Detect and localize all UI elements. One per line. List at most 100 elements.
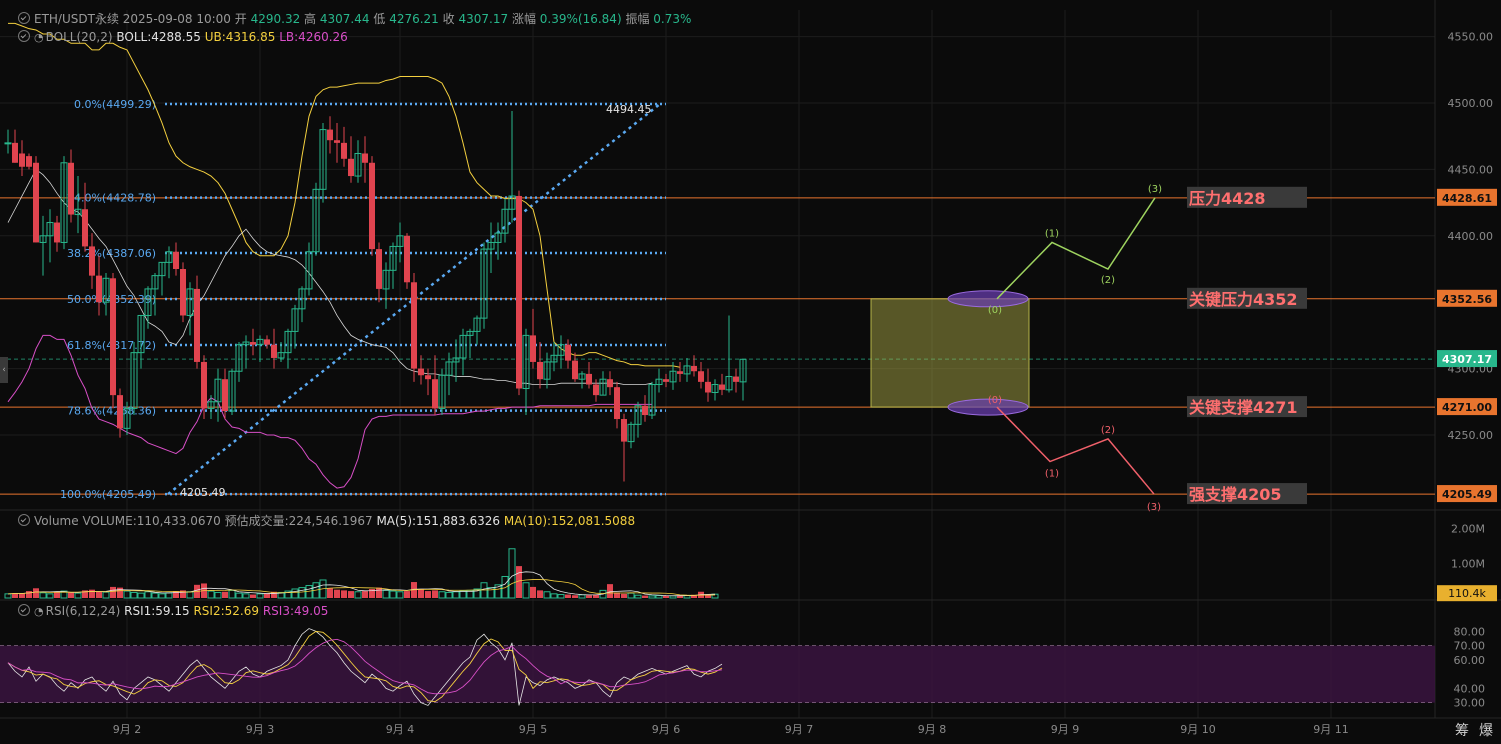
close-label: 收	[442, 12, 455, 26]
panel-collapse-handle[interactable]: ‹	[0, 357, 8, 383]
volume-name: Volume	[34, 514, 79, 528]
volume-bar	[46, 593, 54, 599]
time-axis-tick: 9月 10	[1180, 723, 1216, 736]
collapse-icon[interactable]	[18, 12, 30, 24]
chip-distribution-icon[interactable]: 筹	[1455, 723, 1469, 739]
time-axis-tick: 9月 3	[246, 723, 275, 736]
boll-lower-line	[7, 334, 652, 489]
current-price-tag-bg	[1437, 350, 1497, 368]
volume-current-tag-bg	[1437, 585, 1497, 602]
volume-bar	[459, 590, 467, 599]
zone-bottom-marker	[947, 398, 1029, 416]
key-level-label: 关键压力4352	[1189, 290, 1298, 309]
volume-bar	[376, 587, 382, 598]
volume-bar	[39, 592, 47, 599]
candle-body	[228, 370, 236, 412]
candle-body	[711, 384, 719, 393]
candle-body	[235, 344, 243, 372]
liquidation-icon[interactable]: 爆	[1479, 723, 1493, 739]
key-level-label-bg	[1187, 483, 1307, 505]
price-tag-bg	[1437, 289, 1497, 307]
volume-bar	[242, 593, 250, 599]
volume-bar	[543, 591, 551, 599]
volume-bar	[348, 591, 354, 598]
volume-bar	[508, 548, 516, 599]
volume-bar	[60, 590, 68, 599]
volume-bar	[557, 594, 565, 599]
price-header: ETH/USDT永续 2025-09-08 10:00 开 4290.32 高 …	[18, 12, 691, 26]
volume-bar	[452, 591, 460, 599]
volume-bar	[369, 588, 375, 598]
candle-body	[222, 379, 228, 412]
candle-body	[396, 235, 404, 247]
boll-mid: BOLL:4288.55	[116, 30, 201, 44]
bell-icon[interactable]: ◔	[34, 31, 44, 44]
candle-body	[719, 384, 725, 390]
bearish-path	[996, 406, 1155, 495]
key-level-label: 压力4428	[1189, 189, 1266, 208]
volume-bar	[382, 589, 390, 599]
candle-body	[578, 373, 586, 380]
volume-bar	[334, 589, 340, 598]
open-value: 4290.32	[250, 12, 301, 26]
candle-body	[158, 261, 166, 277]
candle-body	[543, 361, 551, 380]
price-axis-tick: 4550.00	[1448, 31, 1494, 44]
candle-body	[319, 129, 327, 190]
rsi2-value: RSI2:52.69	[193, 604, 259, 618]
bearish-path-label: (1)	[1045, 469, 1059, 480]
candle-body	[312, 188, 320, 253]
volume-bar	[425, 591, 431, 598]
candle-body	[655, 378, 663, 386]
time-axis-tick: 9月 11	[1313, 723, 1349, 736]
volume-bar	[487, 587, 495, 599]
candle-body	[522, 334, 530, 389]
volume-bar	[578, 594, 586, 599]
candle-body	[207, 401, 215, 409]
volume-ma10: MA(10):152,081.5088	[503, 514, 636, 528]
volume-bar	[130, 591, 138, 599]
volume-value: VOLUME:110,433.0670	[82, 514, 221, 528]
collapse-icon[interactable]	[18, 514, 30, 526]
candle-body	[599, 378, 607, 396]
candle-body	[102, 277, 110, 303]
candle-body	[404, 235, 410, 283]
candle-body	[151, 275, 159, 290]
rsi-axis-tick: 40.00	[1454, 682, 1486, 695]
time-axis-tick: 9月 7	[785, 723, 814, 736]
volume-bar	[151, 592, 159, 599]
time-axis-tick: 9月 2	[113, 723, 142, 736]
candle-body	[516, 195, 522, 389]
candle-body	[607, 379, 613, 388]
candle-body	[242, 341, 250, 346]
candle-body	[305, 251, 313, 290]
volume-bar	[655, 595, 663, 599]
volume-bar	[530, 586, 536, 598]
volume-bar	[264, 593, 270, 598]
collapse-icon[interactable]	[18, 604, 30, 616]
price-tag-label: 4205.49	[1442, 488, 1492, 501]
volume-bar	[165, 592, 173, 599]
fib-level-label: 100.0%(4205.49)	[60, 488, 156, 501]
volume-bar	[501, 576, 509, 599]
candle-body	[691, 365, 697, 372]
volume-bar	[404, 591, 410, 598]
candle-body	[12, 142, 18, 163]
fib-level-label: 24.0%(4428.78)	[67, 192, 156, 205]
volume-bar	[418, 588, 424, 598]
candle-body	[4, 142, 12, 145]
amp-value: 0.73%	[653, 12, 692, 26]
candle-body	[19, 153, 25, 167]
boll-ub: UB:4316.85	[204, 30, 276, 44]
volume-bar	[607, 584, 613, 598]
volume-bar	[158, 593, 166, 599]
key-level-label-bg	[1187, 287, 1307, 309]
bearish-path-label: (3)	[1147, 502, 1161, 513]
candle-body	[627, 423, 635, 443]
volume-bar	[96, 591, 102, 598]
bell-icon[interactable]: ◔	[34, 605, 44, 618]
volume-bar	[271, 591, 277, 598]
rsi-name: RSI(6,12,24)	[45, 604, 121, 618]
volume-bar	[537, 590, 543, 598]
collapse-icon[interactable]	[18, 30, 30, 42]
